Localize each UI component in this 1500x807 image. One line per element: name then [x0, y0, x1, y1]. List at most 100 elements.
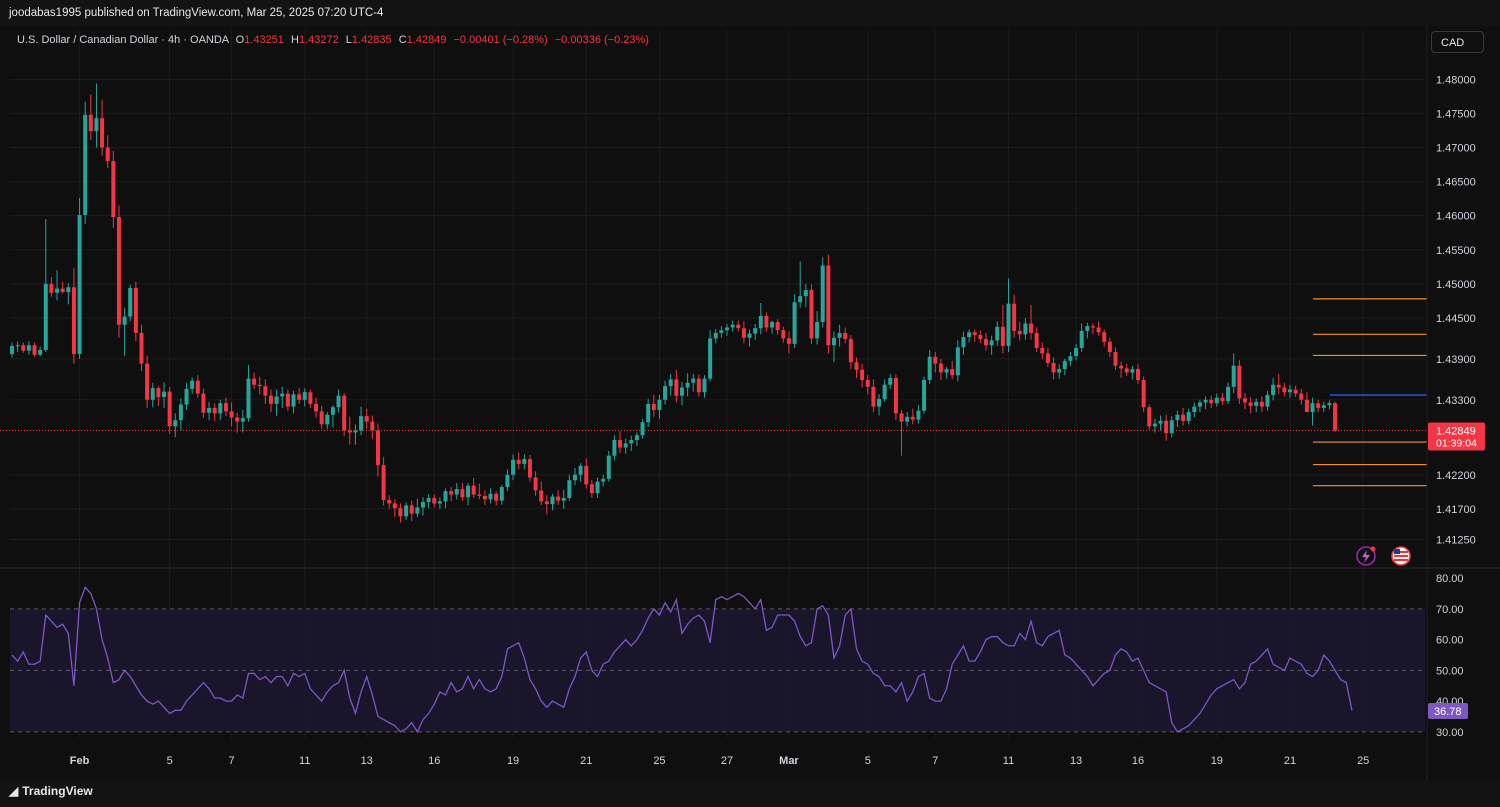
candle-body[interactable]	[854, 362, 859, 370]
candle-body[interactable]	[1074, 347, 1079, 357]
candle-body[interactable]	[1282, 387, 1287, 393]
candle-body[interactable]	[280, 393, 285, 397]
candle-body[interactable]	[696, 378, 701, 393]
candle-body[interactable]	[432, 497, 437, 504]
candle-body[interactable]	[1220, 397, 1225, 402]
candle-body[interactable]	[1175, 414, 1180, 421]
candle-body[interactable]	[285, 393, 290, 407]
candle-body[interactable]	[207, 407, 212, 413]
candle-body[interactable]	[49, 283, 54, 293]
candle-body[interactable]	[1164, 420, 1169, 434]
candle-body[interactable]	[195, 380, 200, 394]
candle-body[interactable]	[691, 378, 696, 383]
candle-body[interactable]	[15, 345, 20, 347]
candle-body[interactable]	[218, 403, 223, 414]
candle-body[interactable]	[1017, 330, 1022, 335]
candle-body[interactable]	[375, 430, 380, 466]
candle-body[interactable]	[437, 501, 442, 504]
candle-body[interactable]	[494, 493, 499, 501]
candle-body[interactable]	[972, 332, 977, 335]
candle-body[interactable]	[342, 395, 347, 431]
candle-body[interactable]	[556, 496, 561, 501]
candle-body[interactable]	[1079, 330, 1084, 348]
candle-body[interactable]	[499, 487, 504, 501]
candle-body[interactable]	[595, 481, 600, 494]
candle-body[interactable]	[404, 505, 409, 517]
candle-body[interactable]	[826, 265, 831, 346]
candle-body[interactable]	[803, 290, 808, 297]
candle-body[interactable]	[584, 465, 589, 485]
candle-body[interactable]	[482, 495, 487, 500]
symbol-title[interactable]: U.S. Dollar / Canadian Dollar · 4h · OAN…	[17, 34, 229, 46]
candle-body[interactable]	[116, 217, 121, 325]
candle-body[interactable]	[1090, 326, 1095, 328]
candle-body[interactable]	[640, 422, 645, 436]
candle-body[interactable]	[533, 477, 538, 491]
candle-body[interactable]	[505, 474, 510, 488]
candle-body[interactable]	[454, 489, 459, 495]
candle-body[interactable]	[235, 417, 240, 422]
candle-body[interactable]	[409, 505, 414, 514]
candle-body[interactable]	[1214, 397, 1219, 404]
us-flag-icon[interactable]	[1391, 546, 1411, 566]
candle-body[interactable]	[415, 507, 420, 514]
candle-body[interactable]	[702, 378, 707, 393]
candle-body[interactable]	[426, 497, 431, 503]
candle-body[interactable]	[263, 386, 268, 396]
candle-body[interactable]	[240, 418, 245, 422]
candle-body[interactable]	[26, 345, 31, 351]
candle-body[interactable]	[820, 265, 825, 323]
candle-body[interactable]	[1029, 323, 1034, 333]
candle-body[interactable]	[1147, 407, 1152, 427]
candle-body[interactable]	[573, 474, 577, 481]
candle-body[interactable]	[297, 394, 302, 400]
candle-body[interactable]	[544, 501, 549, 505]
candle-body[interactable]	[1321, 405, 1326, 408]
candle-body[interactable]	[83, 114, 88, 215]
candle-body[interactable]	[1119, 365, 1124, 369]
candle-body[interactable]	[685, 382, 690, 388]
candle-body[interactable]	[1057, 369, 1062, 373]
candle-body[interactable]	[190, 380, 195, 389]
candle-body[interactable]	[1045, 353, 1050, 363]
candle-body[interactable]	[302, 392, 307, 400]
candle-body[interactable]	[392, 503, 397, 509]
candle-body[interactable]	[1197, 402, 1202, 407]
candle-body[interactable]	[758, 315, 763, 329]
candle-body[interactable]	[651, 403, 656, 410]
candle-body[interactable]	[753, 328, 758, 334]
candle-body[interactable]	[60, 288, 65, 293]
candle-body[interactable]	[229, 411, 234, 418]
candle-body[interactable]	[1237, 365, 1242, 399]
candle-body[interactable]	[1265, 395, 1270, 407]
candle-body[interactable]	[944, 369, 949, 373]
candle-body[interactable]	[1034, 332, 1039, 348]
candle-body[interactable]	[1209, 399, 1214, 404]
candle-body[interactable]	[443, 491, 448, 502]
candle-body[interactable]	[781, 330, 786, 339]
currency-button[interactable]: CAD	[1431, 31, 1484, 53]
candle-body[interactable]	[747, 333, 752, 338]
candle-body[interactable]	[567, 480, 572, 498]
candle-body[interactable]	[933, 356, 938, 364]
candle-body[interactable]	[55, 288, 60, 293]
candle-body[interactable]	[1254, 401, 1259, 406]
candle-body[interactable]	[1130, 369, 1135, 373]
candle-body[interactable]	[888, 377, 893, 385]
candle-body[interactable]	[359, 416, 364, 431]
candle-body[interactable]	[330, 407, 335, 415]
candle-body[interactable]	[860, 369, 865, 380]
candle-body[interactable]	[882, 384, 887, 400]
candle-body[interactable]	[162, 391, 167, 398]
candle-body[interactable]	[178, 404, 183, 421]
candle-body[interactable]	[1333, 403, 1338, 431]
candlestick-series[interactable]	[10, 83, 1338, 523]
candle-body[interactable]	[336, 395, 341, 408]
candle-body[interactable]	[1242, 398, 1247, 403]
candle-body[interactable]	[1327, 403, 1332, 406]
candle-body[interactable]	[955, 347, 960, 376]
candle-body[interactable]	[449, 491, 454, 495]
candle-body[interactable]	[111, 161, 116, 218]
candle-body[interactable]	[364, 416, 369, 422]
candle-body[interactable]	[1040, 347, 1045, 354]
